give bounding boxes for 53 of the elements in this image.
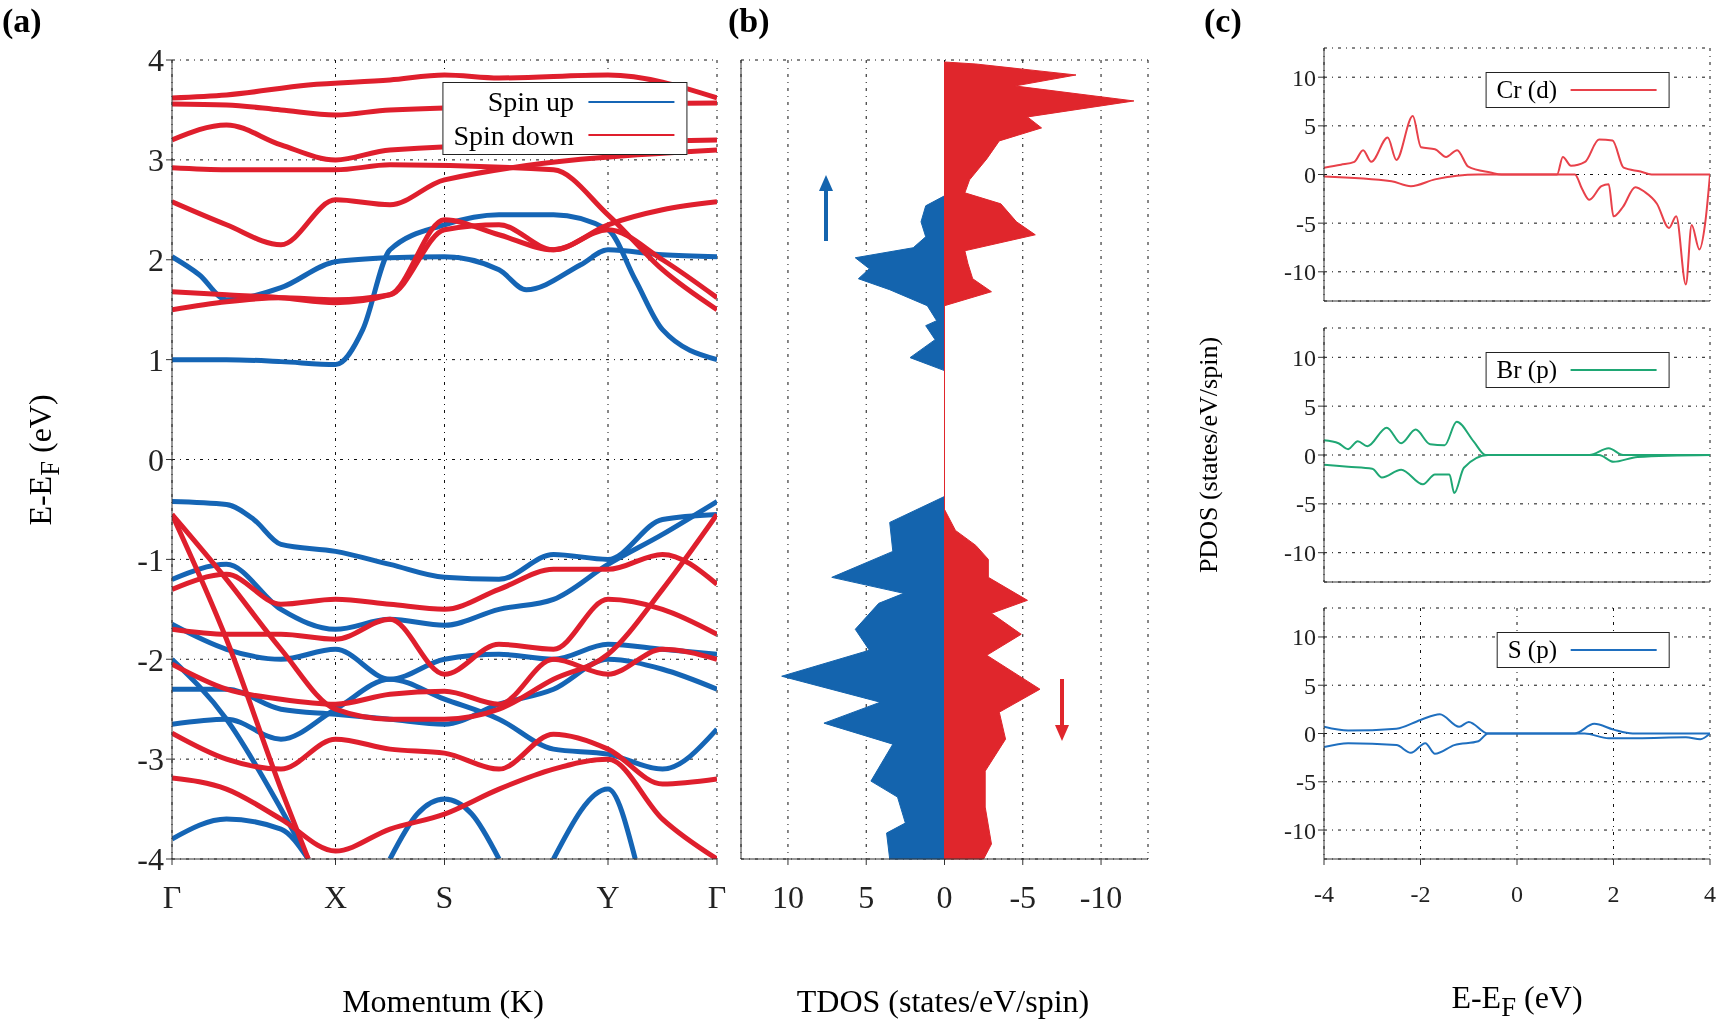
y-tick-label: 1 bbox=[148, 341, 164, 378]
y-tick-label: 2 bbox=[148, 242, 164, 279]
x-tick-label: 5 bbox=[858, 878, 875, 915]
y-tick-label: -10 bbox=[1284, 259, 1316, 286]
y-tick-label: -5 bbox=[1296, 769, 1316, 796]
y-tick-label: 10 bbox=[1292, 624, 1316, 651]
y-tick-label: -4 bbox=[137, 841, 164, 878]
y-tick-label: -1 bbox=[137, 541, 164, 578]
x-tick-label: S bbox=[435, 878, 454, 915]
chart-title: (c) bbox=[1204, 2, 1242, 40]
y-tick-label: -3 bbox=[137, 741, 164, 778]
y-tick-label: -5 bbox=[1296, 491, 1316, 518]
chart-title: (b) bbox=[728, 2, 770, 40]
legend-label: S (p) bbox=[1507, 635, 1557, 665]
y-tick-label: 4 bbox=[148, 42, 164, 79]
legend: S (p) bbox=[1496, 632, 1670, 668]
x-tick-label: X bbox=[323, 878, 348, 915]
y-tick-label: 10 bbox=[1292, 64, 1316, 91]
y-tick-label: 0 bbox=[1304, 721, 1316, 748]
x-tick-label: 0 bbox=[1511, 881, 1523, 908]
y-tick-label: -10 bbox=[1284, 540, 1316, 567]
x-axis-title: Momentum (K) bbox=[342, 982, 544, 1020]
x-tick-label: -5 bbox=[1009, 878, 1037, 915]
x-axis-title: E-E$_{F}$ (eV) bbox=[1451, 979, 1583, 1023]
legend: Cr (d) bbox=[1485, 72, 1670, 108]
y-tick-label: 5 bbox=[1304, 672, 1316, 699]
x-tick-label: 0 bbox=[936, 878, 953, 915]
y-tick-label: -10 bbox=[1284, 817, 1316, 844]
y-tick-label: 5 bbox=[1304, 113, 1316, 140]
legend: Br (p) bbox=[1485, 352, 1670, 388]
y-tick-label: 10 bbox=[1292, 344, 1316, 371]
y-tick-label: -5 bbox=[1296, 210, 1316, 237]
legend-label: Spin down bbox=[453, 118, 574, 153]
x-tick-label: Y bbox=[596, 878, 620, 915]
y-tick-label: 0 bbox=[1304, 162, 1316, 189]
x-tick-label: Γ bbox=[707, 878, 727, 915]
legend-label: Cr (d) bbox=[1496, 75, 1557, 105]
x-tick-label: 2 bbox=[1607, 881, 1620, 908]
legend-label: Br (p) bbox=[1496, 355, 1557, 385]
y-tick-label: 0 bbox=[1304, 442, 1316, 469]
chart-title: (a) bbox=[2, 2, 42, 40]
y-tick-label: 3 bbox=[148, 142, 164, 179]
y-tick-label: -2 bbox=[137, 641, 164, 678]
x-tick-label: -10 bbox=[1079, 878, 1123, 915]
y-tick-label: 0 bbox=[148, 441, 164, 478]
x-tick-label: -2 bbox=[1410, 881, 1431, 908]
x-tick-label: Γ bbox=[162, 878, 182, 915]
y-tick-label: 5 bbox=[1304, 393, 1316, 420]
legend-label: Spin up bbox=[487, 85, 574, 119]
x-tick-label: 10 bbox=[771, 878, 804, 915]
x-axis-title: TDOS (states/eV/spin) bbox=[796, 982, 1090, 1020]
y-axis-title: PDOS (states/eV/spin) bbox=[1194, 336, 1224, 574]
x-tick-label: 4 bbox=[1704, 881, 1716, 908]
